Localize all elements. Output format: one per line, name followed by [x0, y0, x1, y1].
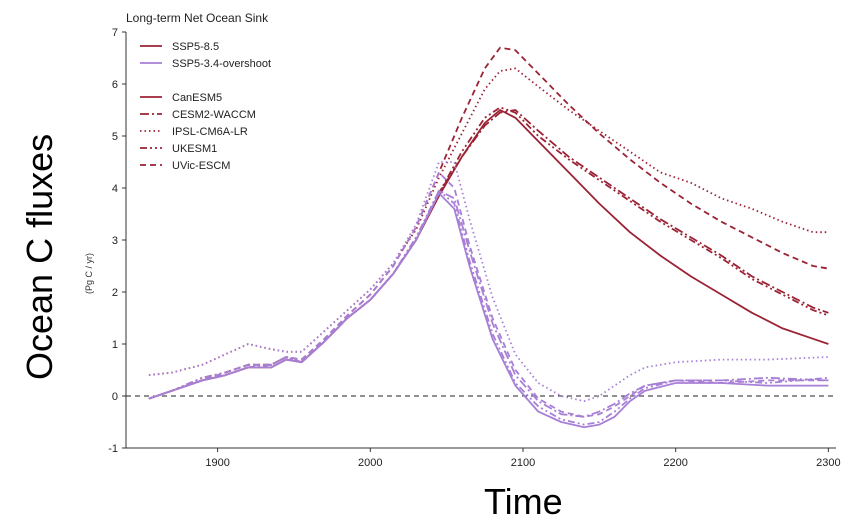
- series-line-ssp5-3-4-overshoot-canesm5: [148, 192, 829, 429]
- x-tick-label: 2300: [816, 457, 840, 469]
- y-tick-label: 2: [112, 287, 118, 299]
- x-tick-label: 2100: [511, 457, 535, 469]
- y-tick-label: 6: [112, 79, 118, 91]
- x-tick-label: 2000: [358, 457, 382, 469]
- ticks-layer: 1900 2000 2100 2200 2300 -1 0 1 2 3 4 5 6 7: [108, 27, 840, 469]
- y-tick-label: 3: [112, 235, 118, 247]
- x-tick-label: 2200: [663, 457, 687, 469]
- series-line-ssp5-8-5-cesm2-waccm: [148, 109, 829, 400]
- chart-title: Long-term Net Ocean Sink: [126, 11, 269, 25]
- legend-label: CESM2-WACCM: [172, 109, 256, 121]
- legend-label: SSP5-3.4-overshoot: [172, 58, 271, 70]
- y-tick-label: 7: [112, 27, 118, 39]
- legend: SSP5-8.5 SSP5-3.4-overshoot CanESM5 CESM2-W…: [140, 41, 271, 172]
- series-line-ssp5-8-5-uvic-escm: [148, 46, 829, 400]
- series-layer: [148, 46, 829, 429]
- x-axis-label: Time: [484, 481, 563, 522]
- legend-label: UKESM1: [172, 143, 217, 155]
- y-tick-label: 5: [112, 131, 118, 143]
- y-tick-label: -1: [108, 443, 118, 455]
- y-tick-label: 1: [112, 339, 118, 351]
- legend-label: UVic-ESCM: [172, 160, 230, 172]
- series-line-ssp5-8-5-canesm5: [148, 109, 829, 400]
- series-line-ssp5-3-4-overshoot-uvic-escm: [148, 171, 829, 418]
- series-line-ssp5-3-4-overshoot-ipsl-cm6a-lr: [148, 161, 829, 403]
- legend-label: IPSL-CM6A-LR: [172, 126, 248, 138]
- y-axis-units: (Pg C / yr): [84, 253, 94, 294]
- y-axis-label: Ocean C fluxes: [19, 134, 60, 380]
- y-tick-label: 4: [112, 183, 118, 195]
- y-tick-label: 0: [112, 391, 118, 403]
- legend-label: CanESM5: [172, 92, 222, 104]
- legend-label: SSP5-8.5: [172, 41, 219, 53]
- series-line-ssp5-8-5-ukesm1: [148, 106, 829, 400]
- x-tick-label: 1900: [205, 457, 229, 469]
